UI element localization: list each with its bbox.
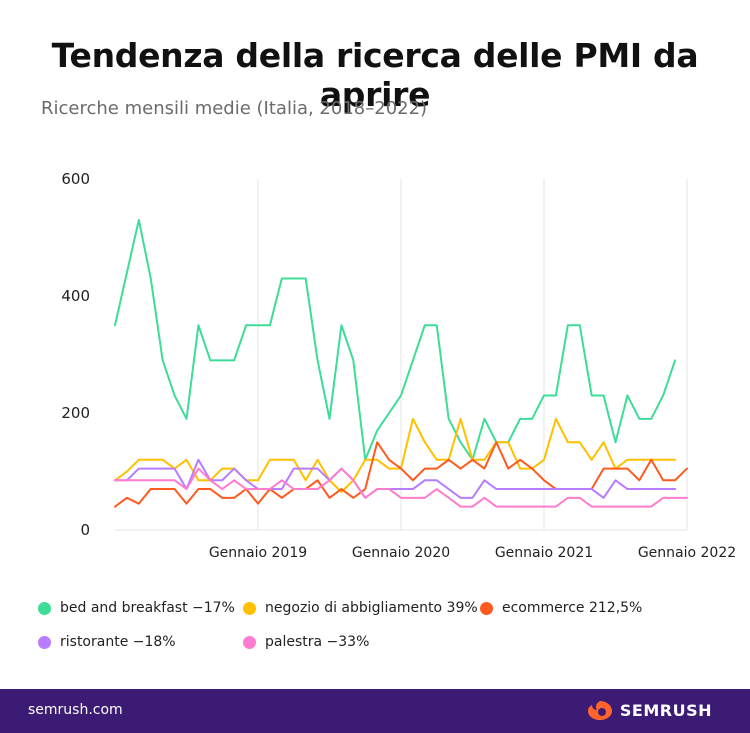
chart-title: Tendenza della ricerca delle PMI da apri… bbox=[51, 36, 699, 114]
series-line-3 bbox=[114, 458, 677, 499]
legend-swatch bbox=[38, 601, 51, 615]
legend-item-bed-and-breakfast: bed and breakfast −17% bbox=[38, 600, 235, 616]
legend-label: ristorante −18% bbox=[60, 634, 176, 650]
series-line-0 bbox=[114, 218, 677, 461]
x-axis-ticks: Gennaio 2019 Gennaio 2020 Gennaio 2021 Genn… bbox=[209, 545, 736, 561]
y-tick-label: 0 bbox=[80, 521, 90, 539]
legend-item-negozio: negozio di abbigliamento 39% bbox=[243, 600, 478, 616]
legend-item-palestra: palestra −33% bbox=[243, 634, 369, 650]
legend-item-ristorante: ristorante −18% bbox=[38, 634, 176, 650]
series-line-4 bbox=[114, 467, 688, 508]
legend-swatch bbox=[480, 601, 493, 615]
x-tick-label: Gennaio 2021 bbox=[495, 545, 593, 561]
x-tick-label: Gennaio 2020 bbox=[352, 545, 450, 561]
legend-label: ecommerce 212,5% bbox=[502, 600, 643, 616]
y-tick-label: 600 bbox=[61, 170, 90, 188]
series-line-1 bbox=[114, 417, 677, 493]
y-tick-label: 200 bbox=[61, 404, 90, 422]
semrush-wordmark: SEMRUSH bbox=[619, 700, 712, 720]
chart-grid bbox=[115, 179, 688, 531]
y-tick-label: 400 bbox=[61, 287, 90, 305]
semrush-flame-icon bbox=[587, 701, 612, 720]
legend-label: bed and breakfast −17% bbox=[60, 600, 235, 616]
legend-swatch bbox=[38, 635, 51, 649]
legend-swatch bbox=[243, 635, 256, 649]
x-tick-label: Gennaio 2022 bbox=[638, 545, 736, 561]
legend-swatch bbox=[243, 601, 256, 615]
legend-item-ecommerce: ecommerce 212,5% bbox=[480, 600, 642, 616]
chart-series bbox=[114, 218, 688, 508]
y-axis-ticks: 0 200 400 600 bbox=[61, 170, 90, 539]
x-tick-label: Gennaio 2019 bbox=[209, 545, 307, 561]
footer-url[interactable]: semrush.com bbox=[28, 702, 123, 718]
legend-label: negozio di abbigliamento 39% bbox=[265, 600, 478, 616]
legend-label: palestra −33% bbox=[265, 634, 370, 650]
semrush-logo: SEMRUSH bbox=[587, 699, 712, 721]
footer-bar: semrush.com SEMRUSH bbox=[0, 689, 750, 733]
chart-subtitle: Ricerche mensili medie (Italia, 2018–202… bbox=[41, 98, 428, 119]
